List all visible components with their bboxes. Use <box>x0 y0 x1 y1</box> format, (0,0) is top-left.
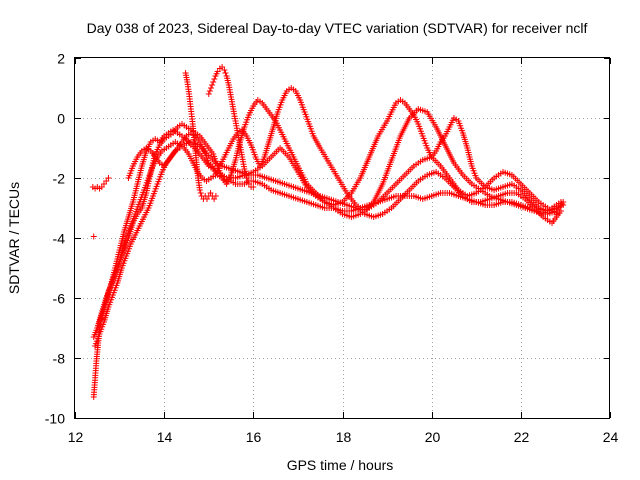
y-tick-label: -2 <box>53 171 66 187</box>
data-points <box>89 64 567 400</box>
data-point <box>221 67 228 73</box>
x-axis-label: GPS time / hours <box>287 457 394 473</box>
series-trace-j <box>90 233 97 240</box>
series-trace-d <box>96 85 564 325</box>
data-point <box>205 91 212 97</box>
y-tick-label: -10 <box>45 411 65 427</box>
data-point <box>250 184 257 190</box>
data-point <box>244 178 251 184</box>
data-point <box>243 175 250 181</box>
data-point <box>211 76 218 82</box>
x-tick-label: 20 <box>425 429 441 445</box>
series-trace-e <box>125 97 567 217</box>
data-point <box>207 85 214 91</box>
data-point <box>210 79 217 85</box>
chart-title: Day 038 of 2023, Sidereal Day-to-day VTE… <box>87 20 588 36</box>
data-point <box>98 310 105 316</box>
data-point <box>196 187 203 193</box>
axis-ticks: 12 14 16 18 20 22 24 -10 -8 -6 -4 -2 0 2 <box>45 51 619 446</box>
series-trace-h <box>182 70 219 202</box>
data-point <box>197 190 204 196</box>
y-tick-label: 0 <box>57 111 65 127</box>
series-trace-f <box>89 175 112 192</box>
x-tick-label: 12 <box>68 429 84 445</box>
x-tick-label: 16 <box>246 429 262 445</box>
x-tick-label: 18 <box>336 429 352 445</box>
y-axis-label: SDTVAR / TECUs <box>6 182 22 294</box>
y-tick-label: 2 <box>57 51 65 67</box>
series-trace-i <box>205 64 257 190</box>
x-tick-label: 14 <box>157 429 173 445</box>
data-point <box>209 82 216 88</box>
data-point <box>212 193 219 199</box>
y-tick-label: -8 <box>53 351 66 367</box>
series-trace-g <box>90 310 105 400</box>
data-point <box>222 70 229 76</box>
y-tick-label: -6 <box>53 291 66 307</box>
data-point <box>206 88 213 94</box>
x-tick-label: 22 <box>514 429 530 445</box>
x-tick-label: 24 <box>603 429 619 445</box>
data-point <box>105 175 112 181</box>
data-point <box>90 233 97 240</box>
data-point <box>560 199 567 205</box>
y-tick-label: -4 <box>53 231 66 247</box>
